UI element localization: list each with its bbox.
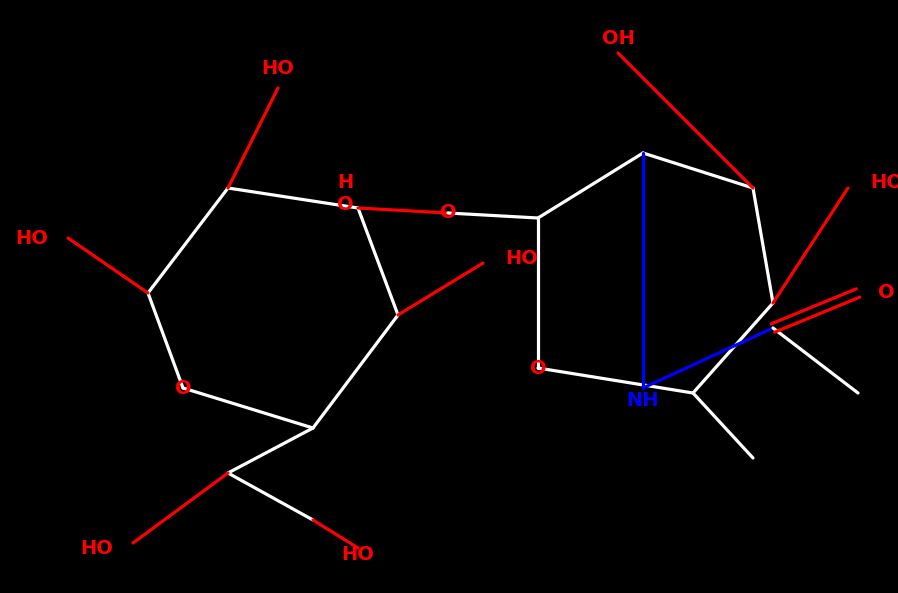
Text: HO: HO — [80, 538, 113, 557]
Text: OH: OH — [602, 28, 635, 47]
Text: O: O — [337, 196, 353, 215]
Text: HO: HO — [261, 59, 295, 78]
Text: O: O — [530, 359, 546, 378]
Text: O: O — [440, 203, 456, 222]
Text: H: H — [337, 174, 353, 193]
Text: HO: HO — [505, 248, 538, 267]
Text: O: O — [878, 283, 894, 302]
Text: NH: NH — [627, 391, 659, 410]
Text: HO: HO — [870, 174, 898, 193]
Text: HO: HO — [15, 228, 48, 247]
Text: HO: HO — [341, 546, 374, 565]
Text: O: O — [175, 378, 191, 397]
